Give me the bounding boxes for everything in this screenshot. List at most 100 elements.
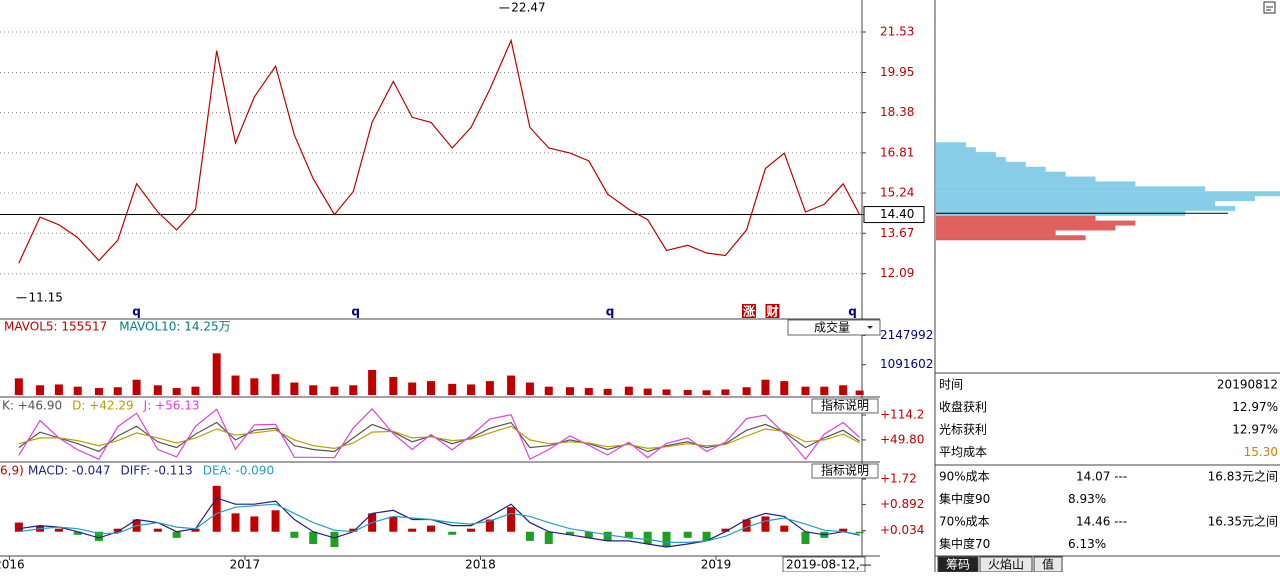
y-tick-label: 15.24 (880, 186, 914, 200)
macd-bar (54, 528, 63, 532)
event-box (765, 304, 780, 318)
macd-bar (290, 531, 299, 538)
x-tick-label: 2016 (0, 558, 25, 572)
macd-bar (427, 525, 435, 532)
chip-bar (936, 205, 1236, 211)
chip-bar (936, 181, 1136, 187)
macd-bar (231, 513, 240, 532)
volume-bar (290, 382, 299, 395)
selector[interactable]: 成交量 (814, 320, 850, 335)
macd-prefix: 6,9) (0, 464, 24, 478)
legend-entry: J: +56.13 (143, 399, 200, 413)
kdj-line (18, 408, 861, 461)
volume-bar (855, 390, 864, 395)
macd-bar (643, 531, 652, 544)
volume-bar (389, 376, 398, 395)
macd-bar (330, 531, 339, 548)
legend-entry: MAVOL5: 155517 (4, 320, 107, 334)
chip-bar (936, 215, 1096, 221)
volume-bar (603, 388, 612, 395)
tab-label[interactable]: 值 (1042, 557, 1054, 572)
macd-bar (172, 531, 181, 538)
macd-bar (565, 531, 574, 535)
y-tick-label: +0.034 (880, 523, 924, 537)
macd-bar (94, 531, 103, 541)
volume-bar (14, 378, 23, 395)
dropdown-arrow[interactable] (867, 326, 873, 329)
macd-bar (485, 519, 494, 532)
event-marker: 财 (765, 304, 778, 319)
macd-line (18, 503, 860, 543)
button-box[interactable] (811, 398, 879, 414)
selector-box[interactable] (787, 319, 881, 336)
tab-label[interactable]: 火焰山 (988, 557, 1024, 572)
volume-bar (36, 385, 45, 395)
volume-bar (250, 378, 259, 395)
info-value: 12.97% (1232, 400, 1278, 414)
macd-bar (742, 519, 751, 532)
chip-bar (936, 176, 1096, 182)
y-tick-label: 19.95 (880, 65, 914, 79)
chip-bar (936, 235, 1086, 241)
info-label: 收盘获利 (939, 399, 987, 414)
button-box[interactable] (811, 463, 879, 479)
chip-bar (936, 220, 1136, 226)
chip-bar (936, 201, 1216, 207)
volume-bar (742, 387, 751, 395)
chip-bar (936, 156, 1006, 162)
event-marker: q (848, 305, 857, 319)
macd-bar (408, 528, 417, 532)
x-tick-label: 2017 (230, 558, 261, 572)
macd-bar (271, 510, 280, 532)
volume-bar (624, 386, 633, 395)
macd-bar (389, 516, 398, 532)
chip-bar (936, 191, 1280, 197)
y-tick-label: +0.892 (880, 497, 924, 511)
x-tick-label: 2019 (701, 558, 732, 572)
macd-button[interactable]: 指标说明 (821, 463, 869, 478)
cost-value: 14.46 --- (1076, 515, 1127, 529)
volume-bar (408, 382, 417, 395)
macd-bar (544, 531, 553, 544)
volume-bar (801, 386, 810, 395)
volume-bar (349, 385, 358, 395)
macd-bar (780, 525, 789, 532)
chip-bar (936, 161, 1026, 167)
kdj-line (18, 425, 860, 450)
price-line (18, 38, 861, 264)
macd-bar (448, 531, 457, 535)
volume-bar (113, 387, 122, 395)
icon[interactable] (1263, 1, 1276, 14)
legend-entry: K: +46.90 (2, 399, 62, 413)
volume-bar (485, 381, 494, 395)
event-box (741, 304, 756, 318)
cursor-label: 2019-08-12,— (786, 558, 872, 572)
macd-bar (191, 528, 200, 532)
macd-bar (14, 522, 23, 532)
macd-bar (212, 485, 221, 532)
info-value: 12.97% (1232, 423, 1278, 437)
volume-bar (467, 384, 476, 395)
volume-bar (643, 388, 652, 395)
tab-label[interactable]: 筹码 (946, 558, 970, 572)
y-tick-label: +114.2 (880, 408, 924, 422)
extreme-label: 11.15 (28, 290, 62, 304)
event-marker: q (351, 305, 360, 319)
info-value: 15.30 (1244, 445, 1278, 459)
macd-bar (702, 531, 711, 541)
chip-bar (936, 171, 1066, 177)
legend-entry: D: +42.29 (72, 399, 134, 413)
volume-bar (702, 390, 711, 395)
legend-entry: MACD: -0.047 (28, 464, 111, 478)
kdj-button[interactable]: 指标说明 (821, 398, 869, 413)
macd-bar (73, 531, 82, 535)
macd-bar (467, 528, 476, 532)
icon-frame[interactable] (1263, 1, 1276, 14)
chip-bar (936, 186, 1206, 192)
volume-bar (73, 386, 82, 395)
volume-bar (544, 386, 553, 395)
volume-bar (448, 383, 457, 395)
volume-bar (839, 385, 848, 395)
